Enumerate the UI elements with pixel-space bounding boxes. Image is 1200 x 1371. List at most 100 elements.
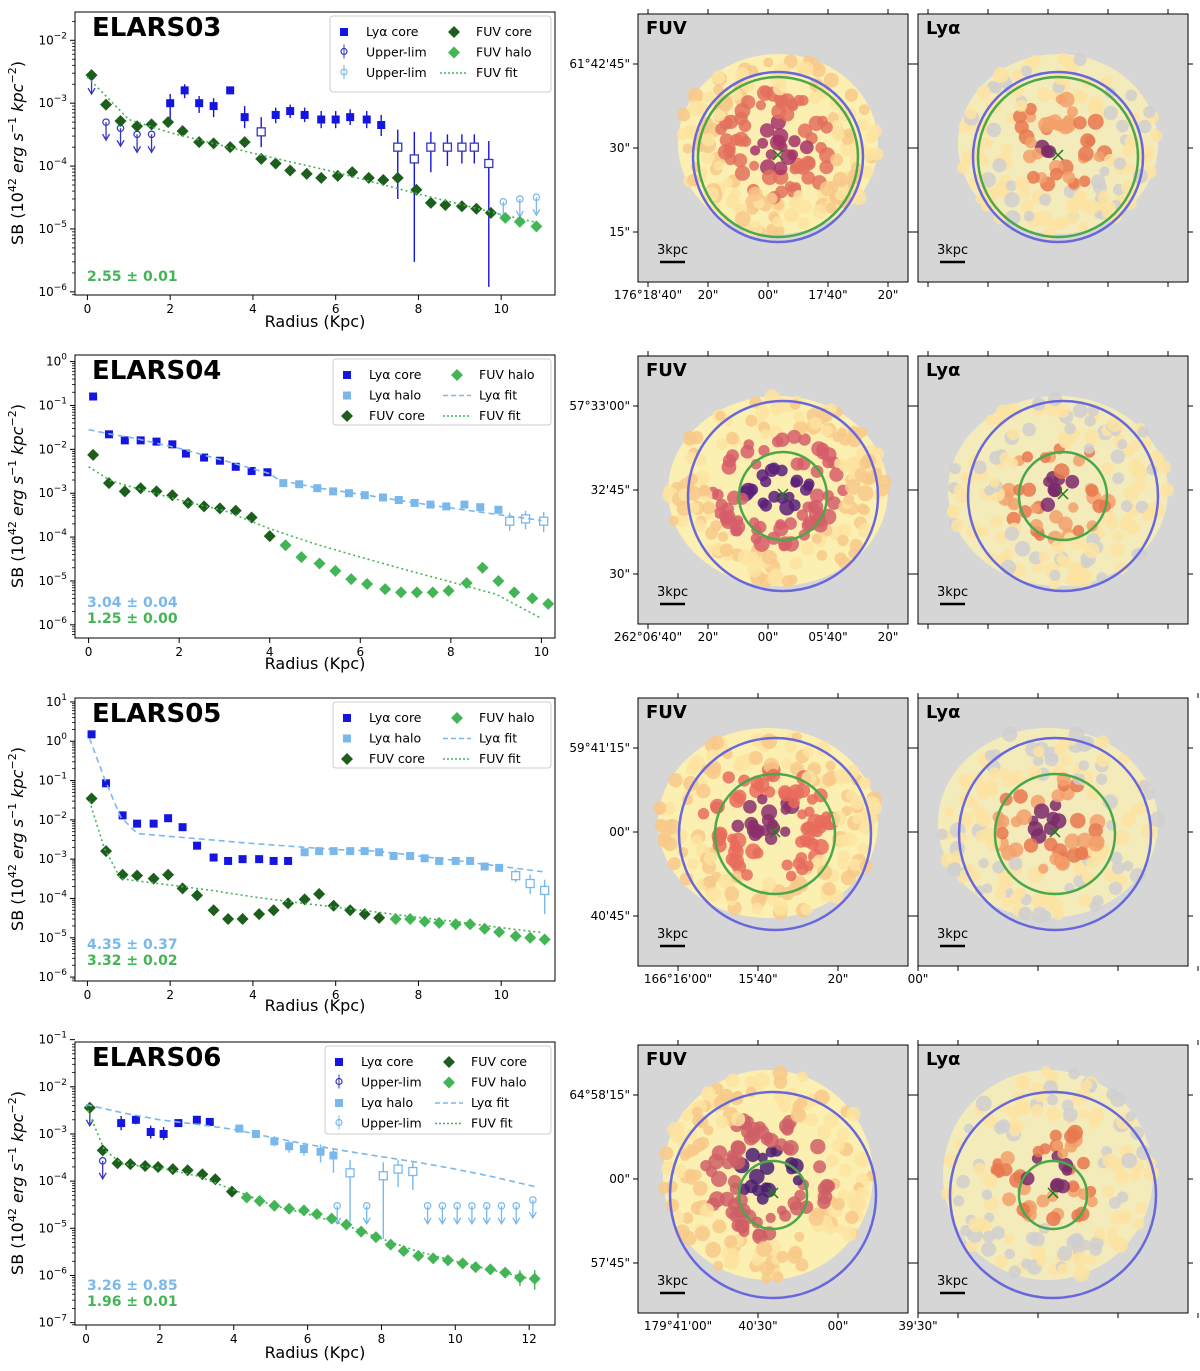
- emission-cell: [1088, 1116, 1101, 1129]
- data-point-lya-core: [133, 819, 142, 828]
- data-point-lya-core: [209, 853, 218, 862]
- emission-cell: [988, 767, 1001, 780]
- emission-cell: [780, 149, 797, 166]
- emission-cell: [1010, 84, 1025, 98]
- emission-cell: [1049, 852, 1063, 866]
- data-point-fuv-core: [100, 845, 113, 858]
- emission-cell: [729, 839, 741, 851]
- legend-marker-fuv-core: [341, 410, 353, 422]
- emission-cell: [716, 1115, 729, 1129]
- data-point-lya-halo: [476, 503, 485, 512]
- emission-cell: [983, 778, 999, 795]
- emission-cell: [1103, 105, 1118, 121]
- data-point-fuv-halo: [542, 597, 555, 610]
- emission-cell: [843, 128, 855, 139]
- legend-item-lya-fit: Lyα fit: [435, 1095, 509, 1110]
- image-fuv-elars04: FUV 3kpc 262°06'40" 20" 00" 05'40" 20" 57°33'00…: [569, 351, 913, 644]
- result-halo: 4.35 ± 0.37: [87, 937, 178, 953]
- emission-cell: [1004, 192, 1020, 208]
- emission-cell: [783, 54, 798, 69]
- emission-cell: [1040, 497, 1055, 512]
- emission-cell: [784, 517, 797, 530]
- emission-cell: [985, 414, 998, 426]
- emission-cell: [785, 870, 797, 882]
- scale-bar-label: 3kpc: [657, 927, 688, 942]
- outer-aperture-ring: [971, 70, 1145, 244]
- y-tick-label: 10−3: [38, 484, 67, 500]
- emission-cell: [799, 140, 814, 155]
- emission-cell: [1038, 117, 1054, 133]
- legend-label: Upper-lim: [366, 65, 427, 80]
- emission-cell: [1064, 1128, 1079, 1144]
- emission-cell: [1058, 91, 1075, 108]
- data-point-lya-core: [226, 86, 235, 95]
- emission-cell: [728, 1255, 739, 1266]
- y-tick-label: 10−6: [38, 968, 67, 984]
- emission-cell: [1006, 428, 1020, 441]
- emission-cell: [1121, 1152, 1138, 1169]
- emission-cell: [1126, 520, 1141, 535]
- data-point-fuv-halo: [476, 561, 489, 574]
- data-point-fuv-core: [134, 482, 147, 495]
- legend-label: FUV halo: [479, 367, 535, 382]
- emission-cell: [655, 819, 669, 833]
- emission-cell: [1115, 1169, 1130, 1184]
- center-cross-icon: [772, 149, 784, 161]
- data-point-lya-halo: [375, 848, 384, 857]
- legend-label: Lyα halo: [361, 1095, 413, 1110]
- emission-cell: [789, 163, 801, 175]
- data-point-lya-core: [284, 856, 293, 865]
- axis-ticks: 0 2 4 6 8 10 10−6 10−5 10−4 10−3 10−2 10−1 100 101: [38, 693, 508, 1002]
- emission-cell: [956, 1175, 970, 1189]
- emission-cell: [964, 107, 977, 120]
- emission-cell: [1004, 1248, 1016, 1260]
- data-point-lya-halo: [329, 847, 338, 856]
- legend-item-lya-core: Lyα core: [343, 367, 422, 382]
- emission-cell: [1107, 417, 1123, 433]
- legend-box: [324, 1045, 552, 1135]
- emission-cell: [1086, 1254, 1097, 1265]
- y-tick-label: 10−4: [38, 1172, 67, 1188]
- emission-cell: [756, 1241, 773, 1257]
- emission-cell: [837, 534, 849, 547]
- x-tick-label: 6: [304, 1332, 312, 1346]
- legend-label: Lyα fit: [479, 731, 517, 746]
- emission-cell: [832, 171, 849, 188]
- series-lya-fit: [88, 428, 542, 522]
- legend-box: [329, 15, 552, 93]
- emission-cell: [757, 1152, 768, 1163]
- emission-cell: [766, 768, 781, 783]
- emission-cell: [766, 893, 779, 906]
- emission-cell: [1123, 163, 1136, 175]
- result-halo: 3.04 ± 0.04: [87, 595, 178, 611]
- emission-cell: [781, 859, 793, 871]
- emission-cell: [846, 457, 860, 471]
- emission-cell: [835, 189, 847, 201]
- emission-cell: [946, 505, 961, 519]
- emission-cell: [1137, 426, 1149, 438]
- data-point-lya-core: [317, 115, 326, 124]
- ra-tick-label: 20": [698, 288, 719, 302]
- emission-cell: [991, 1226, 1005, 1240]
- emission-cell: [767, 574, 778, 585]
- emission-cell: [951, 518, 964, 532]
- emission-cell: [1032, 755, 1044, 766]
- data-point-fuv-halo: [397, 1245, 410, 1258]
- dec-tick-label: 30": [609, 141, 630, 155]
- emission-cell: [1086, 520, 1098, 532]
- emission-cell: [1038, 863, 1049, 874]
- emission-cell: [1083, 542, 1100, 559]
- data-point-fuv-core: [139, 1159, 152, 1172]
- scale-bar-label: 3kpc: [657, 243, 688, 258]
- emission-cell: [730, 133, 743, 146]
- emission-cell: [976, 85, 991, 100]
- emission-cell: [692, 519, 706, 532]
- emission-cell: [1143, 788, 1155, 801]
- emission-cell: [1049, 799, 1062, 812]
- dec-tick-label: 64°58'15": [569, 1088, 630, 1102]
- emission-cell: [817, 864, 833, 880]
- x-tick-label: 8: [415, 302, 423, 316]
- emission-cell: [1050, 540, 1066, 555]
- data-point-lya-halo: [270, 1137, 279, 1146]
- legend-item-upper-lim-dark: Upper-lim: [335, 1074, 422, 1090]
